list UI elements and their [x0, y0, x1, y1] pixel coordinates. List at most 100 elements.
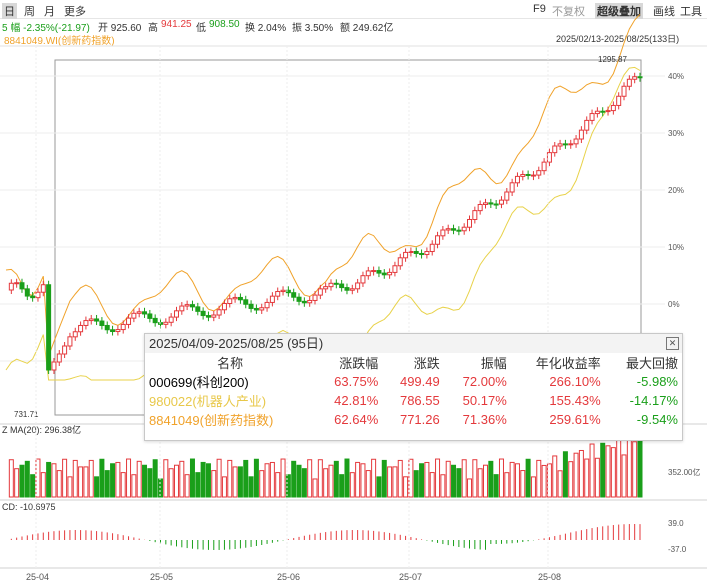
- x-label-jul: 25-07: [399, 572, 423, 582]
- candle-body: [301, 300, 307, 304]
- candle-body: [195, 306, 201, 312]
- candle-body: [312, 294, 318, 301]
- range-stats-popup: 2025/04/09-2025/08/25 (95日) ✕ 名称 涨跌幅 涨跌 …: [144, 333, 683, 441]
- volume-bar: [19, 464, 25, 498]
- volume-bar: [365, 470, 371, 498]
- candle-body: [30, 295, 36, 299]
- overlay-button[interactable]: 超级叠加: [595, 3, 643, 19]
- macd-tick-low: -37.0: [668, 545, 687, 554]
- period-week-tab[interactable]: 周: [24, 6, 35, 18]
- volume-bar: [467, 478, 473, 498]
- volume-bar: [163, 459, 169, 498]
- table-row[interactable]: 000699(科创200) 63.75% 499.49 72.00% 266.1…: [145, 372, 682, 391]
- candle-body: [525, 173, 531, 176]
- volume-bar: [616, 436, 622, 498]
- candle-body: [424, 251, 430, 256]
- volume-bar: [509, 461, 515, 498]
- volume-bar: [413, 470, 419, 498]
- volume-bar: [259, 470, 265, 498]
- candle-body: [493, 203, 499, 206]
- volume-bar: [451, 464, 457, 498]
- candle-body: [541, 161, 547, 172]
- candle-body: [168, 316, 174, 323]
- row-drawdown: -9.54%: [636, 412, 678, 427]
- volume-bar: [514, 463, 520, 498]
- candle-body: [461, 226, 467, 232]
- volume-bar: [67, 476, 73, 498]
- candle-body: [626, 78, 632, 87]
- candle-body: [237, 296, 243, 301]
- volume-bar: [195, 472, 201, 498]
- volume-bar: [387, 466, 393, 498]
- candle-body: [110, 329, 116, 333]
- volume-bar: [323, 468, 329, 498]
- col-amp: 振幅: [480, 356, 507, 371]
- candle-body: [546, 152, 552, 163]
- quote-amplitude: 振 3.50%: [292, 23, 334, 34]
- period-day-tab[interactable]: 日: [2, 3, 17, 19]
- volume-bar: [312, 478, 318, 498]
- volume-bar: [211, 470, 217, 498]
- candle-body: [482, 202, 488, 206]
- price-tick-label: 40%: [668, 72, 684, 81]
- volume-bar: [14, 468, 20, 498]
- volume-bar: [573, 452, 579, 498]
- volume-bar: [589, 443, 595, 498]
- candle-body: [115, 329, 121, 333]
- candle-body: [610, 104, 616, 112]
- candle-body: [147, 313, 153, 319]
- candle-body: [152, 317, 158, 324]
- volume-bar: [221, 476, 227, 498]
- volume-bar: [142, 464, 148, 498]
- f9-button[interactable]: F9: [533, 3, 546, 15]
- candle-body: [51, 361, 57, 371]
- volume-bar: [435, 458, 441, 498]
- candle-body: [632, 76, 638, 80]
- volume-bar: [498, 458, 504, 498]
- volume-bar: [280, 458, 286, 498]
- candle-body: [173, 310, 179, 318]
- candle-body: [616, 95, 622, 106]
- candle-body: [419, 252, 425, 256]
- volume-bar: [62, 458, 68, 498]
- volume-bar: [504, 472, 510, 498]
- col-pct: 涨跌幅: [339, 356, 379, 371]
- volume-bar: [525, 458, 531, 498]
- candle-body: [189, 304, 195, 308]
- volume-bar: [83, 466, 89, 498]
- candle-body: [99, 320, 105, 326]
- volume-bar: [24, 460, 30, 498]
- close-icon[interactable]: ✕: [666, 337, 679, 350]
- table-row[interactable]: 8841049(创新药指数) 62.64% 771.26 71.36% 259.…: [145, 410, 682, 429]
- quote-high: 941.25: [161, 19, 192, 30]
- row-amp: 50.17%: [462, 393, 507, 408]
- candle-body: [509, 182, 515, 193]
- period-month-tab[interactable]: 月: [44, 6, 55, 18]
- volume-bar: [296, 464, 302, 498]
- quote-amount: 额 249.62亿: [340, 23, 394, 34]
- no-adjust-button[interactable]: 不复权: [552, 6, 585, 18]
- table-row[interactable]: 980022(机器人产业) 42.81% 786.55 50.17% 155.4…: [145, 391, 682, 410]
- volume-bar: [472, 459, 478, 498]
- candle-body: [216, 309, 222, 316]
- row-annual: 266.10%: [549, 374, 601, 389]
- overlay-series-label[interactable]: 8841049.WI(创新药指数): [4, 36, 115, 47]
- more-button[interactable]: 更多: [64, 6, 86, 18]
- volume-bar: [546, 463, 552, 498]
- volume-bar: [115, 461, 121, 498]
- stats-header-row: 名称 涨跌幅 涨跌 振幅 年化收益率 最大回撤: [145, 353, 682, 372]
- volume-bar: [301, 468, 307, 498]
- quote-high-label: 高: [148, 23, 158, 34]
- x-label-apr: 25-04: [26, 572, 50, 582]
- candle-body: [445, 228, 451, 231]
- candle-body: [621, 85, 627, 97]
- candle-body: [344, 287, 350, 291]
- candle-body: [94, 318, 100, 322]
- x-label-jun: 25-06: [277, 572, 301, 582]
- tools-button[interactable]: 工具: [680, 6, 702, 18]
- col-annual: 年化收益率: [535, 356, 601, 371]
- volume-bar: [339, 474, 345, 498]
- draw-button[interactable]: 画线: [653, 6, 675, 18]
- volume-bar: [269, 461, 275, 498]
